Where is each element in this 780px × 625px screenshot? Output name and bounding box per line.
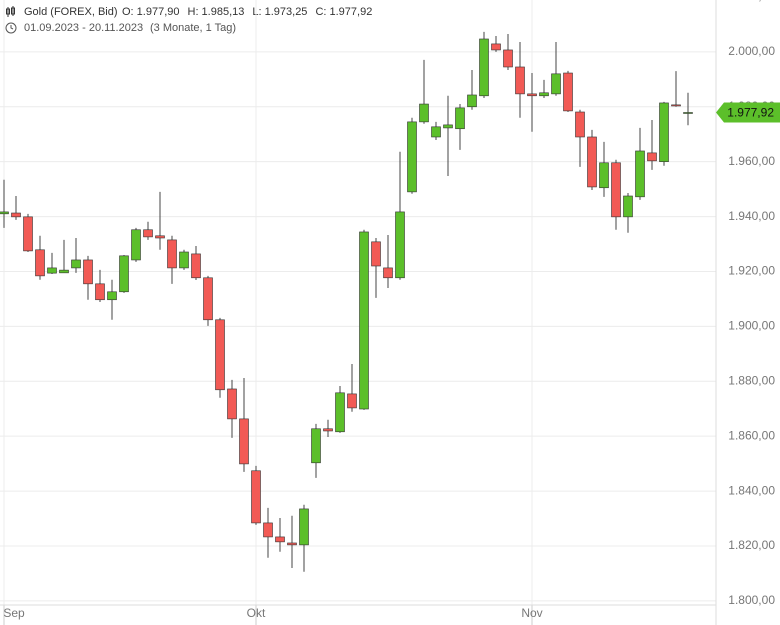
y-tick-label: 1.840,00 bbox=[728, 483, 775, 497]
candle-body bbox=[107, 291, 117, 301]
candle-icon bbox=[6, 6, 15, 17]
candle-body bbox=[599, 162, 609, 189]
candle-body bbox=[119, 255, 129, 293]
candle-body bbox=[443, 124, 453, 129]
candle-body bbox=[527, 93, 537, 97]
x-tick-label: Nov bbox=[521, 606, 542, 620]
candle-body bbox=[299, 508, 309, 546]
candle-body bbox=[635, 150, 645, 198]
candle-body bbox=[203, 277, 213, 321]
y-tick-label: 1.800,00 bbox=[728, 593, 775, 607]
y-tick-label: 1.940,00 bbox=[728, 209, 775, 223]
date-range: 01.09.2023 - 20.11.2023 bbox=[24, 22, 143, 34]
candle-body bbox=[611, 162, 621, 218]
x-tick-label: Okt bbox=[247, 606, 266, 620]
candle-body bbox=[347, 393, 357, 409]
candle-body bbox=[647, 152, 657, 162]
candle-body bbox=[371, 241, 381, 267]
ohlc-label: L: 1.973,25 bbox=[252, 6, 307, 18]
candle-body bbox=[587, 136, 597, 188]
candle-body bbox=[455, 107, 465, 130]
candle-body bbox=[167, 239, 177, 269]
candle-body bbox=[239, 418, 249, 465]
candle-body bbox=[131, 229, 141, 261]
period: (3 Monate, 1 Tag) bbox=[150, 22, 236, 34]
candle-body bbox=[395, 211, 405, 279]
candle-body bbox=[383, 267, 393, 279]
candle-body bbox=[0, 211, 9, 215]
header: Gold (FOREX, Bid) 01.09.2023 - 20.11.202… bbox=[5, 6, 372, 34]
candle-body bbox=[275, 536, 285, 543]
candle-body bbox=[83, 259, 93, 285]
candle-body bbox=[35, 249, 45, 277]
candle-body bbox=[287, 542, 297, 546]
candle-body bbox=[23, 216, 33, 252]
y-tick-label: 1.920,00 bbox=[728, 264, 775, 278]
candle-body bbox=[71, 259, 81, 269]
candle-body bbox=[551, 73, 561, 95]
candle-body bbox=[335, 392, 345, 433]
candle-body bbox=[155, 235, 165, 239]
candle-body bbox=[659, 102, 669, 162]
candle-body bbox=[503, 49, 513, 68]
candle-body bbox=[491, 43, 501, 51]
last-price-label: 1.977,92 bbox=[727, 106, 774, 120]
y-tick-label: 2.020,00 bbox=[728, 0, 775, 3]
candle-body bbox=[263, 522, 273, 538]
candle-body bbox=[515, 66, 525, 95]
candle-body bbox=[47, 267, 57, 274]
y-tick-label: 1.900,00 bbox=[728, 319, 775, 333]
candle-body bbox=[575, 111, 585, 138]
candle-body bbox=[179, 251, 189, 269]
candle-body bbox=[431, 126, 441, 138]
candle-body bbox=[251, 470, 261, 524]
candle-body bbox=[323, 428, 333, 432]
chart-title: Gold (FOREX, Bid) bbox=[24, 6, 118, 18]
candle-body bbox=[11, 212, 21, 218]
candle-body bbox=[191, 253, 201, 279]
ohlc-label: O: 1.977,90 bbox=[122, 6, 180, 18]
candle-body bbox=[311, 428, 321, 464]
candle-body bbox=[59, 269, 69, 274]
candle-body bbox=[419, 103, 429, 123]
y-tick-label: 1.860,00 bbox=[728, 428, 775, 442]
ohlc-label: C: 1.977,92 bbox=[315, 6, 372, 18]
candle-body bbox=[563, 72, 573, 112]
y-tick-label: 1.880,00 bbox=[728, 373, 775, 387]
candle-body bbox=[623, 195, 633, 218]
y-tick-label: 1.960,00 bbox=[728, 154, 775, 168]
y-tick-label: 1.820,00 bbox=[728, 538, 775, 552]
candle-body bbox=[479, 38, 489, 97]
candle-body bbox=[227, 388, 237, 420]
x-tick-label: Sep bbox=[3, 606, 25, 620]
candle-body bbox=[407, 121, 417, 193]
candle-body bbox=[467, 94, 477, 108]
candle-body bbox=[671, 104, 681, 107]
candle-body bbox=[95, 283, 105, 301]
candle-body bbox=[143, 229, 153, 238]
ohlc-label: H: 1.985,13 bbox=[188, 6, 245, 18]
candle-body bbox=[215, 319, 225, 391]
clock-icon bbox=[5, 22, 17, 34]
candle-body bbox=[683, 112, 693, 114]
last-price-tag bbox=[716, 102, 780, 123]
y-tick-label: 2.000,00 bbox=[728, 44, 775, 58]
candle-body bbox=[539, 92, 549, 97]
candle-body bbox=[359, 231, 369, 410]
